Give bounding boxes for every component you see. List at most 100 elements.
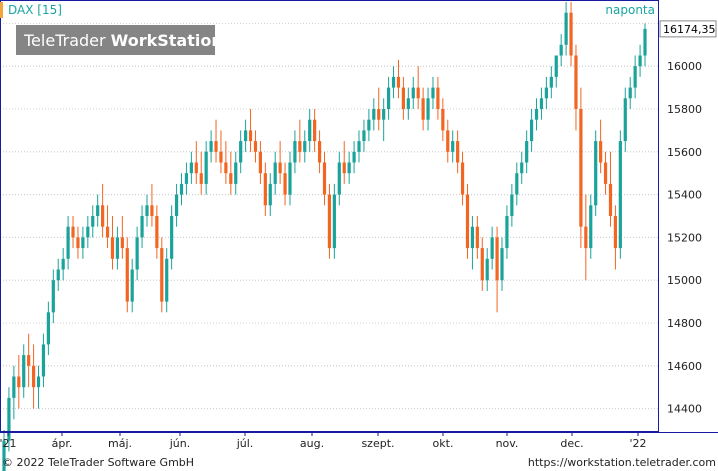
x-tick-label: szept. <box>361 437 394 450</box>
candle-body <box>2 440 6 471</box>
candle-body <box>480 248 484 281</box>
candle-body <box>485 258 489 281</box>
candle-body <box>273 162 277 184</box>
candle-body <box>135 237 139 270</box>
period-label[interactable]: naponta <box>605 3 655 17</box>
candle-body <box>633 66 637 88</box>
candle-body <box>204 151 208 184</box>
candle-body <box>12 376 16 398</box>
candle-body <box>96 205 100 216</box>
candle-body <box>31 365 36 388</box>
y-tick-label: 15200 <box>667 231 702 244</box>
candle-body <box>426 98 430 120</box>
orange-marker <box>0 2 3 18</box>
candle-body <box>46 312 50 345</box>
candle-body <box>584 226 588 249</box>
y-axis-ticks: 14400 14600 14800 15000 15200 15400 15600 15800… <box>667 60 702 415</box>
candle-body <box>298 141 302 152</box>
candle-body <box>17 376 21 388</box>
candle-body <box>643 28 647 56</box>
candle-body <box>382 109 386 120</box>
candle-body <box>510 194 514 216</box>
candle-body <box>549 76 553 88</box>
candle-body <box>638 55 642 67</box>
candle-body <box>140 216 144 238</box>
candle-body <box>160 248 164 302</box>
candle-body <box>179 183 184 195</box>
source-url[interactable]: https://workstation.teletrader.com <box>528 456 716 469</box>
candle-body <box>199 173 203 184</box>
candle-body <box>327 194 332 249</box>
candle-body <box>456 141 460 163</box>
candle-body <box>288 162 292 195</box>
watermark-text-regular: TeleTrader <box>23 31 111 50</box>
last-price-badge: 16174,35 <box>659 20 717 38</box>
candle-body <box>66 226 70 259</box>
candle-body <box>594 141 598 206</box>
candle-body <box>564 12 568 45</box>
candle-body <box>362 130 366 142</box>
candle-body <box>91 216 95 227</box>
candle-body <box>406 98 410 109</box>
candle-body <box>110 237 115 259</box>
candle-body <box>263 173 267 206</box>
candle-body <box>377 109 381 120</box>
candle-body <box>189 162 193 174</box>
candle-body <box>56 269 60 281</box>
candle-body <box>268 183 272 206</box>
candle-body <box>465 194 470 249</box>
candle-body <box>317 141 322 163</box>
candle-body <box>460 162 465 195</box>
candle-body <box>569 12 573 56</box>
candle-body <box>495 237 499 281</box>
candle-body <box>283 173 287 195</box>
candle-body <box>475 226 479 249</box>
candle-body <box>248 130 253 142</box>
candle-body <box>599 141 603 163</box>
candle-body <box>174 194 179 216</box>
candle-body <box>618 141 622 249</box>
candle-body <box>293 141 297 163</box>
candle-body <box>337 162 341 195</box>
candle-body <box>41 344 46 377</box>
candle-body <box>451 141 455 152</box>
candle-body <box>441 109 445 131</box>
candle-body <box>258 151 262 174</box>
candle-body <box>61 258 65 270</box>
candle-body <box>589 205 593 249</box>
x-tick-label: ápr. <box>52 437 73 450</box>
candle-body <box>105 226 110 238</box>
x-tick-label: '21 <box>0 437 17 450</box>
y-tick-label: 15800 <box>667 103 702 116</box>
candle-body <box>145 205 149 216</box>
candle-body <box>446 130 450 152</box>
candle-body <box>544 87 548 99</box>
candle-body <box>574 55 578 109</box>
candle-body <box>342 162 346 174</box>
candle-body <box>76 237 80 249</box>
candle-body <box>194 162 198 174</box>
y-tick-label: 14800 <box>667 317 702 330</box>
candle-body <box>603 162 608 184</box>
candle-body <box>470 226 475 249</box>
y-tick-label: 14400 <box>667 403 702 416</box>
candle-body <box>391 76 396 88</box>
candle-body <box>229 173 233 184</box>
candle-body <box>520 162 524 174</box>
x-tick-label: máj. <box>108 437 132 450</box>
x-tick-label: okt. <box>433 437 454 450</box>
candle-body <box>539 98 544 109</box>
candle-body <box>239 141 243 163</box>
candle-body <box>51 280 55 313</box>
candle-body <box>120 237 124 249</box>
candle-body <box>150 205 154 216</box>
y-tick-label: 15600 <box>667 146 702 159</box>
candle-body <box>214 141 218 152</box>
candle-body <box>278 162 282 174</box>
svg-text:TeleTrader WorkStation: TeleTrader WorkStation <box>23 31 223 50</box>
candle-body <box>431 87 435 99</box>
candle-body <box>613 216 618 249</box>
candle-body <box>36 376 41 388</box>
candle-body <box>608 183 613 216</box>
